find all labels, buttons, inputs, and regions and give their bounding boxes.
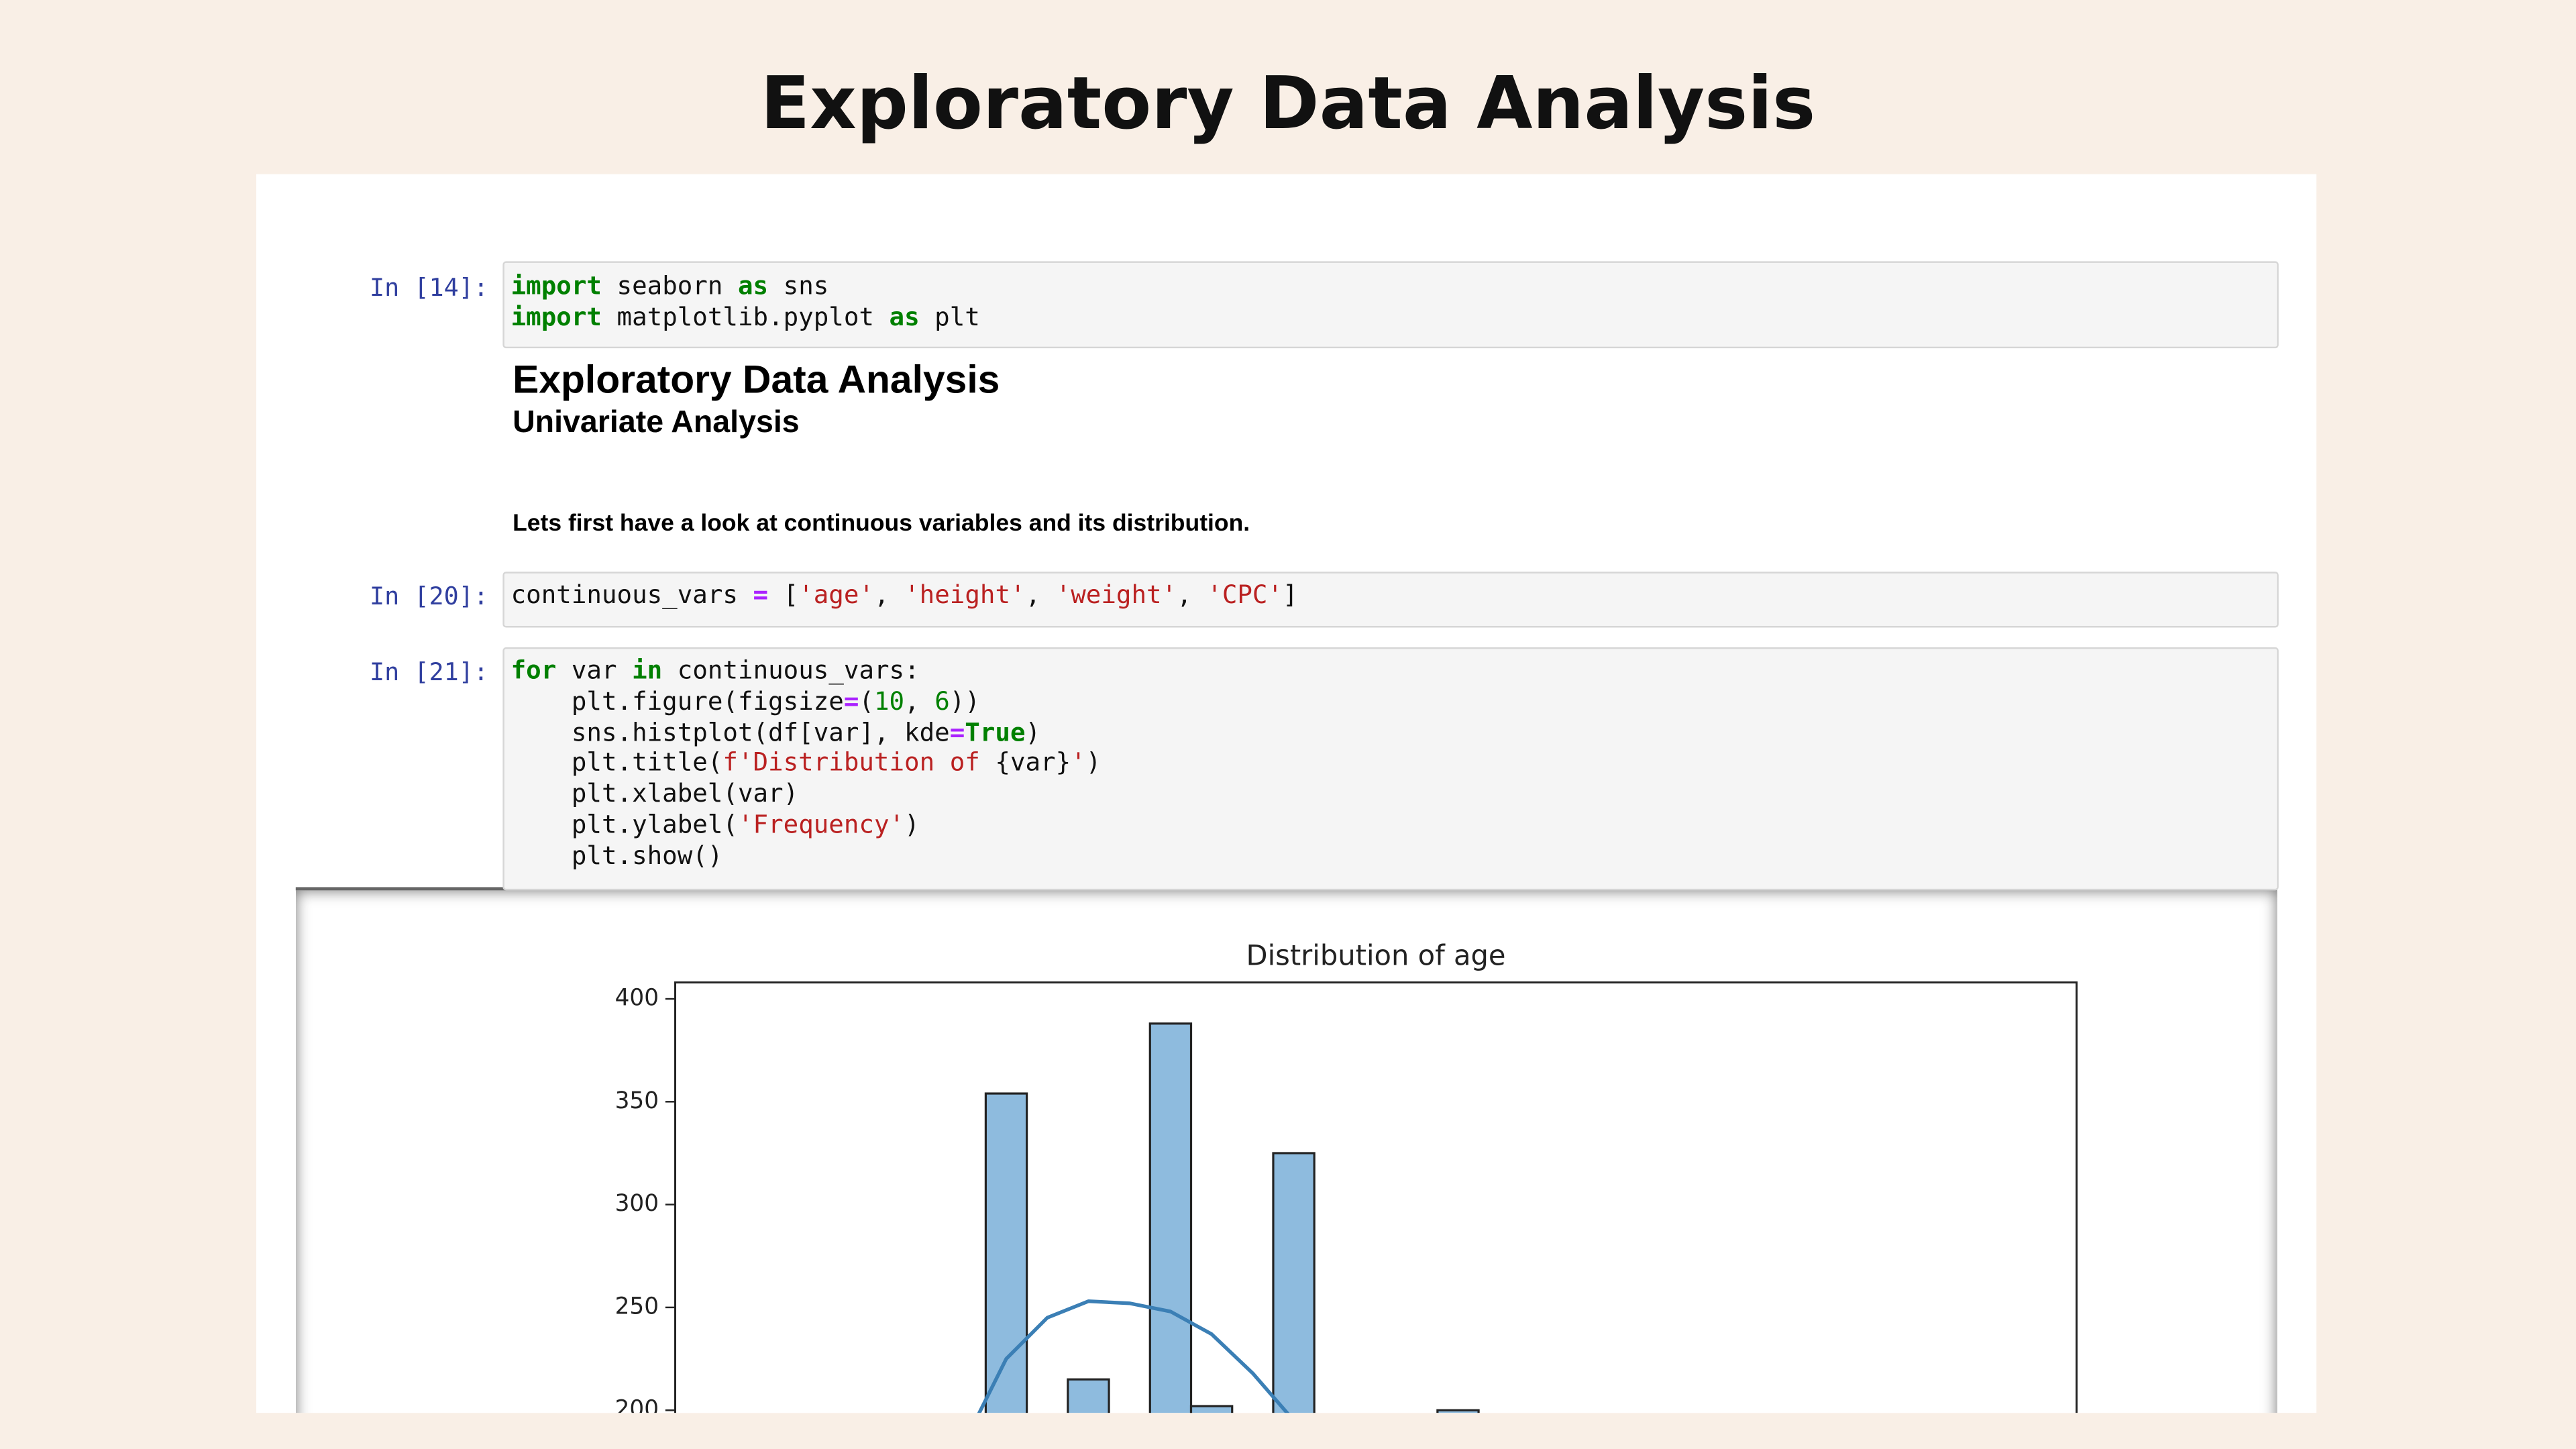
code-line: plt.xlabel(var) [511,779,799,810]
code-token: as [737,271,769,301]
code-token: continuous_vars: [662,655,920,686]
code-token: sns [768,271,829,301]
code-cell [502,572,2279,628]
code-token: = [949,717,965,747]
code-token: [ [768,580,799,610]
plot-frame [674,981,2078,1413]
code-line: continuous_vars = ['age', 'height', 'wei… [511,580,1298,611]
cell-prompt: In [21]: [370,657,488,687]
code-line: for var in continuous_vars: [511,655,920,687]
code-token: 'weight' [1055,580,1177,610]
code-token: seaborn [601,271,738,301]
code-token: as [889,302,920,332]
code-line: import matplotlib.pyplot as plt [511,302,980,333]
y-tick-label: 250 [614,1293,658,1320]
code-token: sns.histplot(df[var], kde [511,717,950,747]
section-heading: Univariate Analysis [513,405,800,441]
code-token: )) [949,686,980,716]
notebook-heading: Exploratory Data Analysis [513,358,1000,403]
y-tick-label: 200 [614,1396,658,1413]
chart-title: Distribution of age [1246,939,1505,972]
code-token: ) [904,810,920,840]
histogram-bar [983,1092,1028,1413]
cell-prompt: In [14]: [370,272,488,303]
code-line: plt.title(f'Distribution of {var}') [511,748,1102,780]
markdown-text: Lets first have a look at continuous var… [513,511,1250,537]
code-token: 10 [873,686,905,716]
code-token: , [874,580,905,610]
code-token: 'height' [904,580,1026,610]
code-token: ( [859,686,874,716]
figure-background [556,928,2090,1413]
code-cell [502,647,2279,891]
code-token: import [511,271,602,301]
code-line: plt.figure(figsize=(10, 6)) [511,686,980,718]
code-token: ] [1283,580,1298,610]
y-tick-label: 400 [614,985,658,1012]
code-token: , [904,686,935,716]
code-token: in [632,655,663,686]
code-token: , [1025,580,1056,610]
histogram-bar [1271,1152,1315,1413]
code-token: 'Frequency' [737,810,905,840]
code-token: True [965,717,1026,747]
code-token: for [511,655,557,686]
notebook: Exploratory Data Analysis Univariate Ana… [256,174,2317,1413]
histogram-bar [1148,1022,1192,1413]
page-title: Exploratory Data Analysis [760,62,1816,146]
y-tick-label: 300 [614,1190,658,1217]
code-token: plt.title( [511,748,723,778]
code-line: plt.ylabel('Frequency') [511,810,920,841]
code-token: continuous_vars [511,580,753,610]
code-token: ) [1025,717,1041,747]
histogram-bar [1189,1405,1233,1413]
code-token: plt [919,302,980,332]
code-token: ' [1071,748,1086,778]
code-token: 6 [934,686,950,716]
code-token: ) [1085,748,1102,778]
code-token: import [511,302,602,332]
cell-prompt: In [20]: [370,581,488,612]
chart: Distribution of ageFrequency200250300350… [556,928,2090,1413]
code-token: 'CPC' [1207,580,1283,610]
code-line: import seaborn as sns [511,271,829,303]
code-cell [502,261,2279,349]
y-tick-label: 350 [614,1087,658,1114]
code-token: plt.xlabel(var) [511,779,799,809]
cell-output: Distribution of ageFrequency200250300350… [295,887,2277,1413]
code-token: matplotlib.pyplot [601,302,890,332]
code-token: = [753,580,769,610]
code-line: plt.show() [511,841,723,872]
code-token: f'Distribution of [722,748,996,778]
code-token: {var} [995,748,1071,778]
code-token: = [843,686,859,716]
code-token: plt.ylabel( [511,810,738,840]
kde-line [976,1299,1289,1413]
code-token: 'age' [798,580,875,610]
code-line: sns.histplot(df[var], kde=True) [511,717,1040,749]
code-token: plt.figure(figsize [511,686,844,716]
code-token: , [1177,580,1208,610]
code-token: plt.show() [511,841,723,871]
histogram-bar [1066,1378,1110,1413]
histogram-bar [1436,1409,1479,1413]
code-token: var [556,655,633,686]
